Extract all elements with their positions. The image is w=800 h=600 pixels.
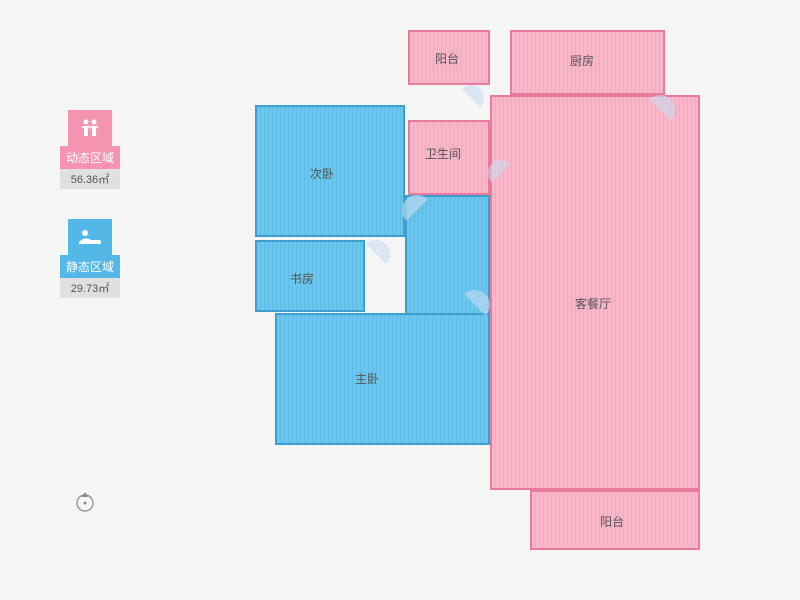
legend-label-static: 静态区域 (60, 255, 120, 278)
compass-icon (74, 490, 96, 512)
room-living (490, 95, 700, 490)
room-label-kitchen: 厨房 (570, 52, 594, 69)
room-label-balcony1: 阳台 (435, 50, 459, 67)
room-label-study: 书房 (290, 270, 314, 287)
room-label-bedroom1: 主卧 (355, 370, 379, 387)
legend-value-static: 29.73㎡ (60, 278, 120, 298)
rest-icon (68, 219, 112, 255)
door-arc (362, 240, 390, 268)
room-label-bathroom: 卫生间 (425, 145, 461, 162)
floorplan: 阳台厨房卫生间客餐厅阳台次卧书房主卧 (230, 30, 720, 570)
room-label-bedroom2: 次卧 (310, 165, 334, 182)
legend-panel: 动态区域 56.36㎡ 静态区域 29.73㎡ (60, 110, 120, 328)
legend-item-static: 静态区域 29.73㎡ (60, 219, 120, 298)
legend-value-dynamic: 56.36㎡ (60, 169, 120, 189)
legend-item-dynamic: 动态区域 56.36㎡ (60, 110, 120, 189)
people-icon (68, 110, 112, 146)
room-bedroom1 (275, 313, 490, 445)
room-label-balcony2: 阳台 (600, 513, 624, 530)
room-label-living: 客餐厅 (575, 295, 611, 312)
door-arc (458, 85, 484, 111)
legend-label-dynamic: 动态区域 (60, 146, 120, 169)
